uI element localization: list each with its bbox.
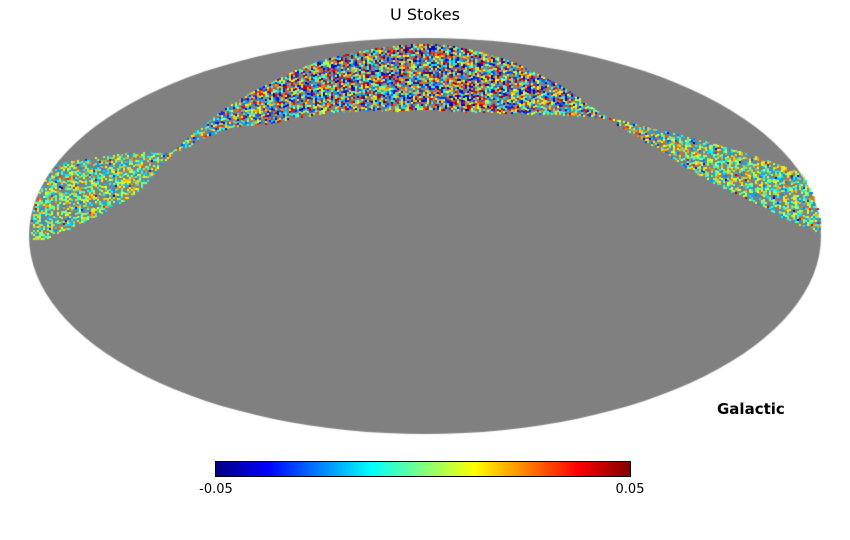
coordinate-system-label: Galactic xyxy=(717,400,785,418)
colorbar-min-label: -0.05 xyxy=(199,482,233,497)
colorbar xyxy=(215,461,631,477)
chart-title: U Stokes xyxy=(0,5,850,25)
sky-map-figure: U Stokes Galactic -0.05 0.05 xyxy=(0,0,850,540)
colorbar-max-label: 0.05 xyxy=(616,482,645,497)
sky-map-canvas xyxy=(0,0,850,540)
